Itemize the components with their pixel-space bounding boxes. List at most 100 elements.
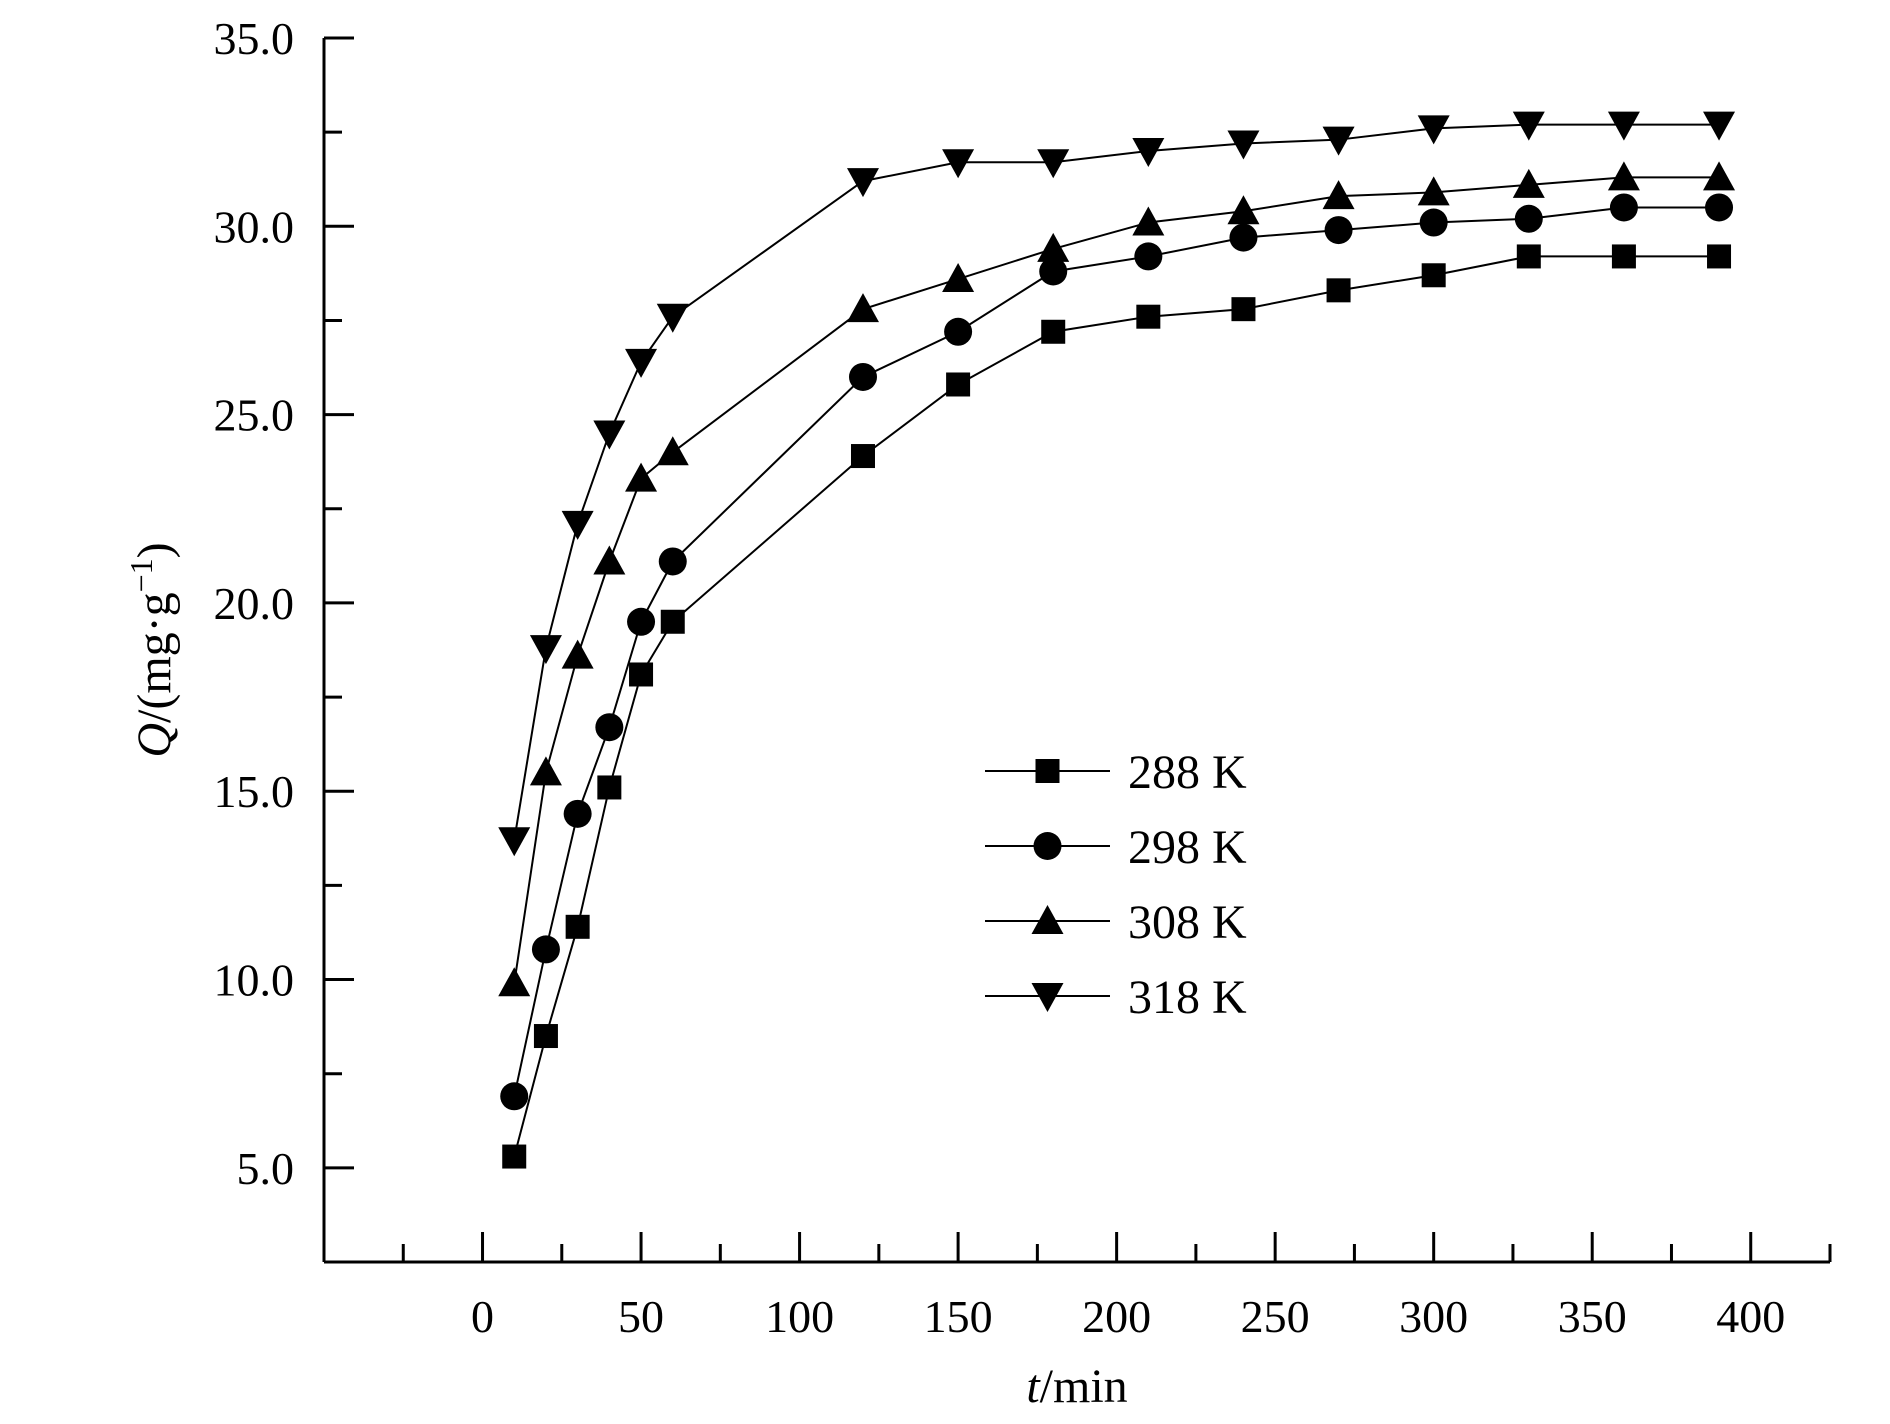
data-point xyxy=(942,263,975,293)
legend-item: 298 K xyxy=(985,821,1247,874)
series-circle xyxy=(500,193,1734,1111)
data-point xyxy=(658,547,687,576)
y-axis-title: Q/(mg·g−1) xyxy=(123,542,181,757)
legend-marker xyxy=(1031,983,1064,1012)
data-point xyxy=(533,1024,558,1049)
data-point xyxy=(1324,216,1353,245)
data-point xyxy=(597,775,622,800)
data-point xyxy=(1231,297,1256,322)
data-point xyxy=(846,293,879,323)
data-point xyxy=(629,662,654,687)
data-point xyxy=(656,436,689,466)
series-line xyxy=(513,206,1720,1097)
data-point xyxy=(1132,137,1165,167)
x-axis-title: t/min xyxy=(1026,1360,1127,1413)
y-axis-title-close: ) xyxy=(128,542,181,558)
legend-item: 288 K xyxy=(985,746,1247,799)
data-point xyxy=(1607,161,1640,191)
legend-marker xyxy=(1031,905,1064,934)
x-axis-title-italic: t xyxy=(1026,1360,1041,1413)
data-point xyxy=(500,1082,529,1111)
data-point xyxy=(565,914,590,939)
data-point xyxy=(1419,208,1448,237)
data-point xyxy=(561,510,594,540)
legend: 288 K 298 K 308 K 318 K xyxy=(985,746,1247,1024)
x-tick-label: 400 xyxy=(1716,1291,1785,1342)
data-point xyxy=(1703,111,1736,141)
data-point xyxy=(1703,161,1736,191)
series-layer xyxy=(498,111,1736,1169)
y-tick-label: 35.0 xyxy=(214,13,295,64)
data-point xyxy=(656,303,689,333)
data-point xyxy=(1041,319,1066,344)
y-axis-title-sup: −1 xyxy=(123,558,159,592)
x-tick-label: 50 xyxy=(618,1291,664,1342)
y-tick-label: 30.0 xyxy=(214,201,295,252)
data-point xyxy=(1227,130,1260,160)
y-tick-label: 10.0 xyxy=(214,955,295,1006)
data-point xyxy=(944,317,973,346)
data-point xyxy=(1039,257,1068,286)
y-tick-label: 5.0 xyxy=(237,1143,295,1194)
data-point xyxy=(595,713,624,742)
y-axis-title-rest: /(mg·g xyxy=(128,592,181,723)
x-tick-label: 250 xyxy=(1241,1291,1310,1342)
data-point xyxy=(1421,263,1446,288)
data-point xyxy=(1516,244,1541,269)
data-point xyxy=(1512,111,1545,141)
data-point xyxy=(529,756,562,786)
y-axis-title-italic: Q xyxy=(128,723,181,758)
series-line xyxy=(513,255,1720,1157)
series-line xyxy=(513,123,1720,841)
data-point xyxy=(1326,278,1351,303)
data-point xyxy=(1132,206,1165,236)
series-square xyxy=(502,244,1732,1169)
y-tick-label: 20.0 xyxy=(214,578,295,629)
x-tick-label: 350 xyxy=(1558,1291,1627,1342)
data-point xyxy=(848,362,877,391)
legend-marker xyxy=(1035,759,1060,783)
data-point xyxy=(498,827,531,857)
data-point xyxy=(593,545,626,575)
data-point xyxy=(531,935,560,964)
data-point xyxy=(1417,176,1450,206)
data-point xyxy=(1607,111,1640,141)
axes: 5.0 10.0 15.0 20.0 25.0 30.0 35.0 0 50 100 150 200 2… xyxy=(214,13,1832,1342)
x-tick-label: 100 xyxy=(765,1291,834,1342)
x-tick-label: 300 xyxy=(1399,1291,1468,1342)
data-point xyxy=(1322,126,1355,156)
legend-label: 308 K xyxy=(1128,896,1247,949)
data-point xyxy=(627,607,656,636)
data-point xyxy=(1229,223,1258,252)
data-point xyxy=(1707,244,1732,269)
data-point xyxy=(1037,149,1070,179)
data-point xyxy=(529,635,562,665)
data-point xyxy=(1609,193,1638,222)
data-point xyxy=(946,372,971,397)
data-point xyxy=(850,444,875,469)
data-point xyxy=(1136,304,1161,329)
data-point xyxy=(846,168,879,198)
data-point xyxy=(942,149,975,179)
series-triangle-up xyxy=(498,161,1736,997)
data-point xyxy=(1512,168,1545,198)
series-triangle-down xyxy=(498,111,1736,857)
data-point xyxy=(1037,232,1070,262)
data-point xyxy=(1514,204,1543,233)
y-tick-label: 15.0 xyxy=(214,766,295,817)
data-point xyxy=(563,799,592,828)
data-point xyxy=(1611,244,1636,269)
legend-label: 318 K xyxy=(1128,971,1247,1024)
data-point xyxy=(1417,115,1450,145)
data-point xyxy=(1322,180,1355,210)
data-point xyxy=(625,462,658,492)
data-point xyxy=(593,420,626,450)
x-tick-label: 200 xyxy=(1082,1291,1151,1342)
legend-label: 298 K xyxy=(1128,821,1247,874)
data-point xyxy=(1705,193,1734,222)
data-point xyxy=(660,609,685,634)
data-point xyxy=(561,639,594,669)
x-tick-label: 0 xyxy=(471,1291,494,1342)
data-point xyxy=(502,1144,527,1169)
